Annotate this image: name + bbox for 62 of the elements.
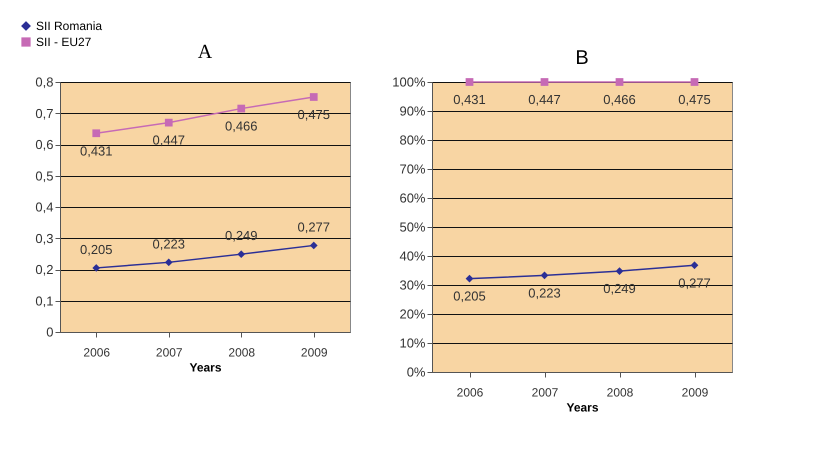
y-tick-label: 70% — [399, 162, 426, 176]
y-tick-label: 0,7 — [35, 106, 54, 121]
annotation: 0,205 — [80, 242, 113, 257]
x-tick-label: 2007 — [156, 346, 183, 360]
point — [616, 267, 624, 275]
point — [164, 118, 173, 126]
x-tick-label: 2009 — [300, 346, 328, 360]
x-tick-label: 2007 — [532, 386, 559, 400]
annotation: 0,475 — [678, 92, 711, 107]
x-axis-title: Years — [189, 360, 222, 374]
chart-title: B — [575, 47, 589, 69]
point — [310, 93, 318, 101]
point — [237, 250, 246, 258]
y-tick-label: 0,1 — [35, 293, 54, 308]
point — [237, 104, 246, 112]
y-tick-label: 0,3 — [35, 230, 54, 246]
y-tick-label: 50% — [399, 220, 426, 234]
legend-label: SII - EU27 — [36, 35, 92, 49]
annotation: 0,466 — [603, 92, 636, 107]
annotation: 0,277 — [297, 219, 330, 234]
y-tick-label: 0,5 — [35, 168, 54, 184]
annotation: 0,466 — [224, 118, 258, 134]
x-axis-title: Years — [566, 400, 599, 414]
y-tick-label: 0% — [406, 364, 426, 380]
y-tick-label: 0,2 — [35, 262, 54, 277]
point — [540, 78, 548, 86]
annotation: 0,431 — [453, 92, 486, 107]
point — [164, 258, 173, 266]
point — [690, 78, 698, 86]
annotation: 0,431 — [80, 143, 113, 158]
x-tick-label: 2006 — [83, 346, 110, 360]
y-tick-label: 0,4 — [35, 200, 54, 214]
point — [92, 129, 100, 138]
point — [466, 78, 474, 86]
y-tick-label: 80% — [399, 132, 426, 148]
annotation: 0,223 — [528, 285, 561, 300]
annotation: 0,447 — [528, 92, 561, 107]
y-tick-label: 40% — [399, 248, 426, 264]
legend-label: SII Romania — [36, 19, 102, 33]
point — [616, 78, 624, 86]
y-tick-label: 10% — [399, 336, 426, 350]
x-tick-label: 2008 — [228, 346, 256, 360]
y-tick-label: 20% — [399, 306, 426, 322]
x-tick-label: 2009 — [682, 386, 709, 400]
point — [310, 242, 318, 250]
y-tick-label: 100% — [392, 74, 426, 90]
annotation: 0,447 — [152, 132, 186, 148]
y-tick-label: 60% — [399, 190, 426, 206]
y-tick-label: 0 — [46, 324, 54, 340]
annotation: 0,205 — [453, 288, 486, 304]
x-tick-label: 2006 — [456, 386, 484, 400]
x-tick-label: 2008 — [606, 386, 634, 400]
y-tick-label: 0,6 — [35, 137, 54, 152]
point — [466, 274, 474, 282]
point — [540, 272, 548, 280]
y-tick-label: 30% — [399, 278, 426, 292]
y-tick-label: 0,8 — [35, 74, 54, 90]
y-tick-label: 90% — [399, 104, 426, 118]
annotation: 0,223 — [152, 236, 186, 252]
chart-title: A — [198, 41, 213, 63]
point — [690, 261, 698, 270]
point — [92, 264, 100, 272]
